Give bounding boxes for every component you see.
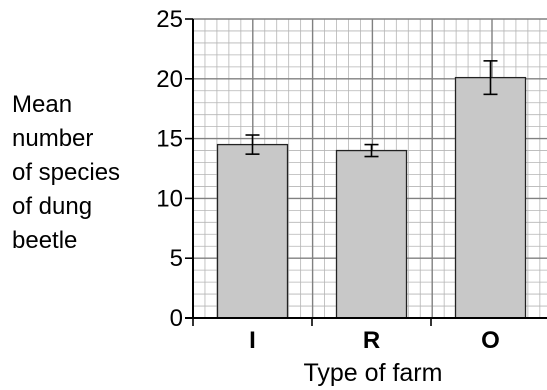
bars	[216, 76, 527, 319]
x-tick-label: R	[363, 327, 380, 354]
y-axis-label-line: Mean	[12, 91, 73, 118]
bar	[454, 76, 527, 319]
bar	[216, 143, 289, 319]
error-bars	[245, 60, 498, 158]
bar	[335, 149, 408, 319]
y-axis-label-line: beetle	[12, 227, 78, 254]
y-tick-label: 5	[170, 245, 183, 272]
y-axis-label-line: of species	[12, 159, 121, 186]
y-tick-label: 15	[156, 126, 183, 153]
x-tick-label: O	[481, 327, 500, 354]
y-tick-label: 20	[156, 66, 183, 93]
x-tick-label: I	[249, 327, 256, 354]
y-axis-label: Mean number of species of dung beetle	[12, 88, 152, 258]
y-tick-labels: 0 5 10 15 20 25	[156, 6, 183, 332]
x-axis-label: Type of farm	[304, 359, 443, 387]
y-tick-label: 0	[170, 305, 183, 332]
y-axis-label-line: number	[12, 125, 94, 152]
y-axis-label-line: of dung	[12, 193, 93, 220]
axes	[185, 18, 547, 326]
y-tick-label: 25	[156, 6, 183, 33]
y-tick-label: 10	[156, 185, 183, 212]
